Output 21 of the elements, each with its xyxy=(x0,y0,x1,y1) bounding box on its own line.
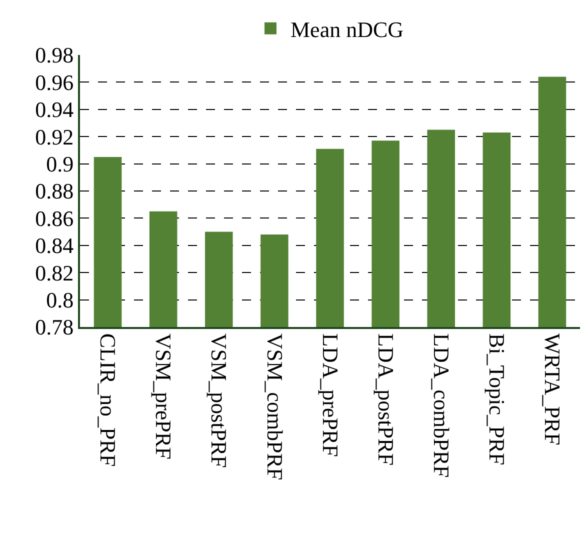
y-tick-label: 0.78 xyxy=(35,314,74,340)
x-tick-label: LDA_prePRF xyxy=(318,333,343,457)
x-tick-label: Bi_Topic_PRF xyxy=(484,333,510,466)
y-tick-label: 0.82 xyxy=(35,260,74,286)
y-tick-label: 0.98 xyxy=(35,42,74,68)
y-tick-label: 0.94 xyxy=(35,97,74,122)
y-tick-label: 0.92 xyxy=(35,124,74,150)
y-tick-label: 0.86 xyxy=(35,206,74,231)
y-tick-label: 0.8 xyxy=(46,288,74,312)
x-tick-label: CLIR_no_PRF xyxy=(96,333,121,467)
x-tick-label: LDA_postPRF xyxy=(373,333,398,466)
y-tick-label: 0.96 xyxy=(35,70,74,95)
y-tick-label: 0.88 xyxy=(35,178,74,204)
x-tick-label: VSM_prePRF xyxy=(151,333,176,460)
x-tick-label: LDA_combPRF xyxy=(428,333,454,478)
x-tick-label: VSM_postPRF xyxy=(206,333,232,468)
legend-label: Mean nDCG xyxy=(290,16,404,42)
x-tick-label: VSM_combPRF xyxy=(262,333,288,480)
y-tick-label: 0.84 xyxy=(35,233,74,258)
x-tick-label: WRTA_PRF xyxy=(540,333,566,446)
y-tick-label: 0.9 xyxy=(46,152,74,176)
